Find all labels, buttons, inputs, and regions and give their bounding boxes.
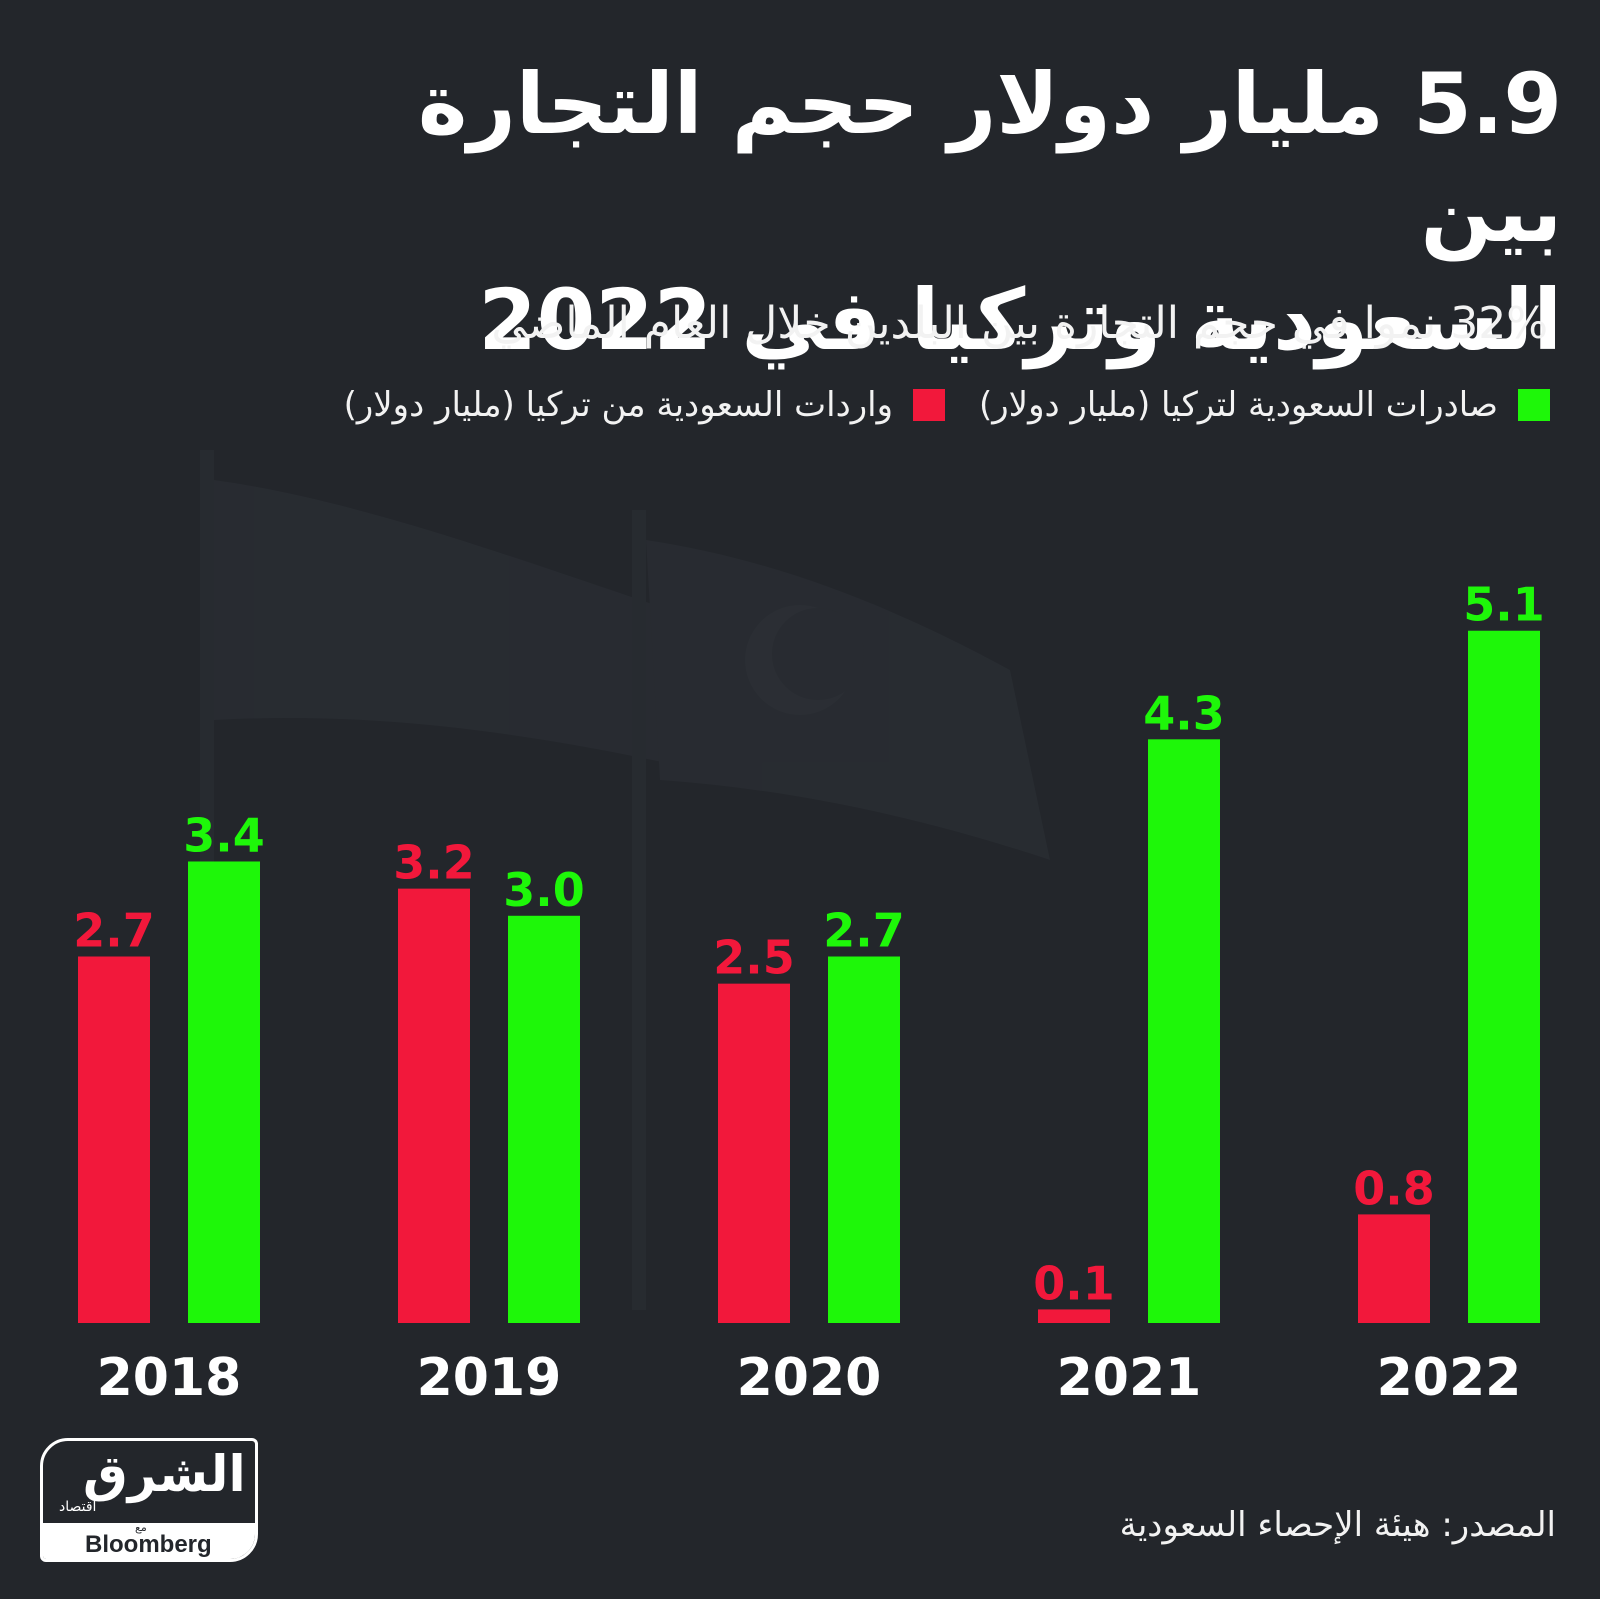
legend-item-exports: صادرات السعودية لتركيا (مليار دولار) (979, 385, 1550, 425)
logo-with: مع (135, 1521, 147, 1534)
bar-exports-2022 (1468, 630, 1540, 1323)
bar-exports-2020 (828, 956, 900, 1323)
bars-group (78, 630, 1540, 1323)
turkey-crescent-cutout (772, 608, 864, 700)
chart-subtitle: 32% نموا في حجم التجارة بين البلدين خلال… (491, 298, 1548, 349)
bar-imports-2020 (718, 983, 790, 1323)
legend-label-imports: واردات السعودية من تركيا (مليار دولار) (343, 385, 893, 425)
x-axis-labels-group: 2018 2019 2020 2021 2022 (97, 1348, 1522, 1408)
value-label-exports-2022: 5.1 (1463, 578, 1545, 632)
legend-label-exports: صادرات السعودية لتركيا (مليار دولار) (979, 385, 1498, 425)
x-tick-label-2019: 2019 (417, 1348, 562, 1408)
value-label-exports-2018: 3.4 (183, 808, 265, 862)
bar-exports-2021 (1148, 739, 1220, 1323)
source-note: المصدر: هيئة الإحصاء السعودية (1119, 1505, 1556, 1545)
value-label-imports-2019: 3.2 (393, 836, 475, 890)
turkey-flag-pole (632, 510, 646, 1310)
bar-chart: 2.73.43.23.02.52.70.14.30.85.1 2018 2019 2… (73, 450, 1545, 1408)
chart-legend: صادرات السعودية لتركيا (مليار دولار) وار… (70, 385, 1550, 425)
bar-imports-2019 (398, 888, 470, 1323)
title-line-2: السعودية وتركيا في 2022 (478, 271, 1562, 369)
bar-exports-2019 (508, 915, 580, 1323)
value-label-imports-2022: 0.8 (1353, 1161, 1435, 1215)
logo-partner: Bloomberg (85, 1531, 212, 1558)
bar-imports-2022 (1358, 1214, 1430, 1323)
title-line-1: 5.9 مليار دولار حجم التجارة بين (417, 55, 1562, 261)
x-tick-label-2020: 2020 (737, 1348, 882, 1408)
value-label-imports-2018: 2.7 (73, 904, 155, 958)
value-label-imports-2020: 2.5 (713, 931, 795, 985)
x-tick-label-2021: 2021 (1057, 1348, 1202, 1408)
x-tick-label-2018: 2018 (97, 1348, 242, 1408)
legend-swatch-imports (913, 389, 945, 421)
value-label-exports-2020: 2.7 (823, 904, 905, 958)
bar-imports-2018 (78, 956, 150, 1323)
legend-item-imports: واردات السعودية من تركيا (مليار دولار) (344, 385, 945, 425)
bar-imports-2021 (1038, 1309, 1110, 1323)
value-label-imports-2021: 0.1 (1033, 1256, 1115, 1310)
legend-swatch-exports (1518, 389, 1550, 421)
logo-frame: الشرق اقتصاد مع Bloomberg (40, 1438, 258, 1562)
chart-title: 5.9 مليار دولار حجم التجارة بين السعودية… (262, 50, 1562, 374)
logo-name: الشرق (83, 1445, 246, 1503)
background-flags-illustration (200, 450, 1050, 1310)
value-label-exports-2019: 3.0 (503, 863, 585, 917)
bar-exports-2018 (188, 861, 260, 1323)
asharq-bloomberg-logo: الشرق اقتصاد مع Bloomberg (40, 1438, 258, 1562)
value-label-exports-2021: 4.3 (1143, 686, 1225, 740)
x-tick-label-2022: 2022 (1377, 1348, 1522, 1408)
logo-bar (43, 1523, 255, 1559)
value-labels-group: 2.7 3.4 3.2 3.0 2.5 2.7 0.1 4.3 0.8 5.1 (73, 578, 1545, 1311)
saudi-flag (214, 480, 700, 770)
logo-sub: اقتصاد (59, 1499, 97, 1515)
turkey-flag (646, 540, 1050, 860)
